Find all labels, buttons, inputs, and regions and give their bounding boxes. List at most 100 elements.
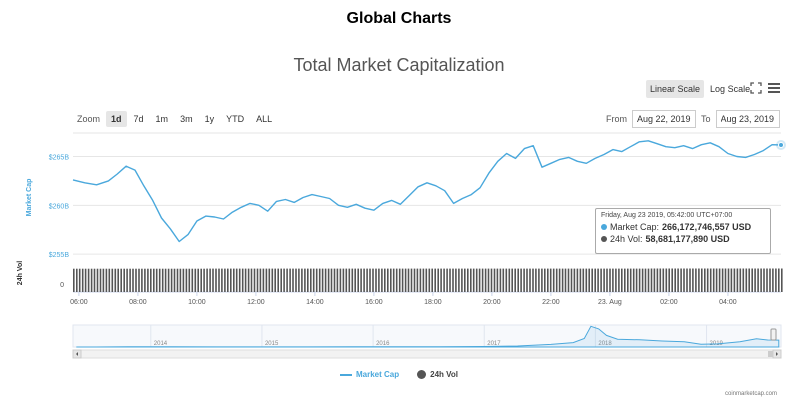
- circle-icon: [417, 370, 427, 379]
- navigator-tick-label: 2015: [265, 341, 279, 347]
- volume-bar: [398, 268, 401, 292]
- volume-bar: [105, 268, 108, 292]
- volume-bar: [644, 268, 647, 292]
- zoom-label: Zoom: [77, 114, 101, 124]
- tooltip-vol-row: 24h Vol: 58,681,177,890 USD: [601, 233, 765, 245]
- volume-bar: [138, 268, 140, 292]
- volume-bar: [93, 268, 96, 292]
- zoom-1d-button[interactable]: 1d: [106, 111, 127, 127]
- credits-link[interactable]: coinmarketcap.com: [725, 391, 778, 397]
- volume-bar: [312, 268, 315, 292]
- volume-bar: [265, 268, 268, 292]
- x-tick-label: 20:00: [483, 299, 501, 306]
- volume-bar: [73, 268, 75, 292]
- chart-legend: Market Cap 24h Vol: [0, 370, 798, 379]
- to-date-input[interactable]: [715, 110, 780, 128]
- volume-bar: [532, 268, 534, 292]
- volume-bar: [763, 268, 765, 292]
- zoom-all-button[interactable]: ALL: [256, 114, 273, 124]
- volume-bar: [209, 268, 211, 292]
- volume-bar: [778, 268, 780, 292]
- volume-bar: [256, 268, 259, 292]
- volume-bar: [194, 268, 197, 292]
- volume-bar: [529, 268, 531, 292]
- volume-bar: [342, 268, 345, 292]
- volume-bar: [170, 268, 173, 292]
- x-tick-label: 16:00: [365, 299, 383, 306]
- volume-bar: [301, 268, 303, 292]
- log-scale-button[interactable]: Log Scale: [706, 80, 755, 98]
- volume-bar: [339, 268, 342, 292]
- volume-bar: [635, 268, 638, 292]
- volume-bar: [760, 268, 762, 292]
- volume-bar: [541, 268, 543, 292]
- volume-bar: [668, 268, 670, 292]
- y-tick-label: $255B: [49, 252, 70, 259]
- volume-bar: [384, 268, 386, 292]
- volume-bar: [638, 268, 641, 292]
- volume-bar: [603, 268, 605, 292]
- fullscreen-icon[interactable]: [750, 82, 762, 94]
- volume-bar: [665, 268, 668, 292]
- zoom-7d-button[interactable]: 7d: [133, 114, 144, 124]
- volume-bar: [203, 268, 205, 292]
- volume-bar: [422, 268, 425, 292]
- hover-point: [778, 142, 784, 149]
- volume-bar: [404, 268, 407, 292]
- volume-bar: [538, 268, 540, 292]
- volume-bar: [253, 268, 256, 292]
- volume-bar: [167, 268, 170, 292]
- volume-bar: [458, 268, 460, 292]
- volume-bar: [372, 268, 374, 292]
- volume-bar: [321, 268, 324, 292]
- volume-bar: [689, 268, 691, 292]
- volume-bar: [401, 268, 404, 292]
- volume-bar: [351, 268, 354, 292]
- volume-bar: [499, 268, 502, 292]
- legend-item-volume[interactable]: 24h Vol: [417, 370, 458, 379]
- volume-bar: [437, 268, 439, 292]
- volume-bar: [230, 268, 232, 292]
- volume-bar: [150, 268, 152, 292]
- volume-bar: [748, 268, 750, 292]
- legend-item-market-cap[interactable]: Market Cap: [340, 370, 399, 379]
- volume-bar: [629, 268, 632, 292]
- volume-bar: [671, 268, 673, 292]
- x-tick-label: 02:00: [660, 299, 678, 306]
- volume-bar: [120, 268, 122, 292]
- volume-bar: [721, 268, 724, 292]
- volume-bar: [701, 268, 703, 292]
- volume-bar: [197, 268, 199, 292]
- volume-bar: [182, 268, 185, 292]
- x-tick-label: 12:00: [247, 299, 265, 306]
- volume-bar: [378, 268, 380, 292]
- volume-bar: [535, 268, 537, 292]
- volume-bar: [704, 268, 706, 292]
- volume-bar: [416, 268, 419, 292]
- volume-bar: [369, 268, 371, 292]
- linear-scale-button[interactable]: Linear Scale: [646, 80, 705, 98]
- volume-bar: [318, 268, 321, 292]
- volume-bar: [698, 268, 700, 292]
- zoom-1m-button[interactable]: 1m: [155, 114, 169, 124]
- menu-icon[interactable]: [768, 83, 780, 93]
- volume-bar: [709, 268, 712, 292]
- volume-bar: [206, 268, 208, 292]
- from-date-input[interactable]: [632, 110, 696, 128]
- volume-bar: [680, 268, 682, 292]
- volume-bar: [360, 268, 362, 292]
- date-range-selector: From To: [606, 110, 780, 128]
- volume-bar: [147, 268, 149, 292]
- tooltip-market-cap-label: Market Cap:: [610, 222, 660, 232]
- volume-bar: [78, 268, 81, 292]
- volume-bar: [618, 268, 620, 292]
- x-tick-label: 23. Aug: [598, 299, 622, 306]
- volume-bar: [407, 268, 410, 292]
- volume-bar: [158, 268, 161, 292]
- zoom-3m-button[interactable]: 3m: [180, 114, 193, 124]
- volume-bar: [345, 268, 348, 292]
- volume-bar: [470, 268, 472, 292]
- zoom-ytd-button[interactable]: YTD: [226, 114, 245, 124]
- zoom-1y-button[interactable]: 1y: [204, 114, 215, 124]
- volume-bar: [132, 268, 134, 292]
